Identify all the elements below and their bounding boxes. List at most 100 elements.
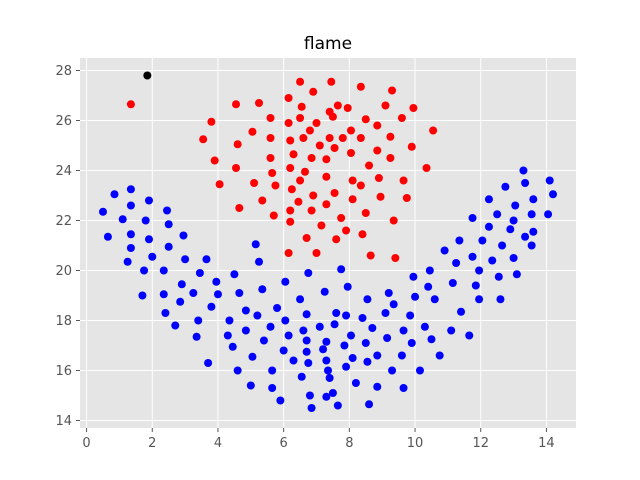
- scatter-point: [399, 326, 408, 335]
- scatter-point: [320, 287, 329, 296]
- scatter-point: [346, 331, 355, 340]
- y-tick-label: 28: [55, 64, 72, 79]
- scatter-point: [325, 374, 334, 382]
- scatter-point: [468, 252, 477, 261]
- scatter-point: [544, 210, 553, 219]
- scatter-point: [411, 292, 420, 301]
- scatter-point: [365, 161, 374, 170]
- scatter-point: [465, 331, 474, 340]
- scatter-point: [268, 384, 277, 392]
- y-tick-label: 22: [55, 214, 72, 229]
- scatter-point: [123, 257, 132, 266]
- scatter-point: [511, 201, 520, 210]
- scatter-point: [427, 335, 436, 344]
- scatter-point: [189, 289, 198, 297]
- scatter-point: [286, 164, 295, 172]
- scatter-point: [315, 141, 324, 150]
- scatter-point: [207, 302, 216, 311]
- scatter-point: [276, 396, 285, 405]
- data-points: [98, 71, 558, 412]
- scatter-point: [273, 304, 282, 312]
- scatter-point: [207, 117, 216, 126]
- scatter-point: [425, 266, 434, 275]
- scatter-point: [322, 337, 331, 346]
- scatter-point: [258, 285, 267, 294]
- scatter-point: [309, 191, 318, 200]
- scatter-point: [307, 404, 316, 412]
- scatter-point: [494, 272, 503, 281]
- scatter-point: [545, 176, 554, 185]
- scatter-point: [251, 240, 260, 249]
- x-axis: 0 2 4 6 8 10 12 14: [82, 428, 555, 451]
- scatter-point: [384, 289, 393, 297]
- scatter-point: [496, 295, 505, 304]
- scatter-point: [332, 309, 341, 317]
- y-tick-label: 24: [55, 164, 72, 179]
- x-tick-label: 10: [407, 436, 424, 451]
- scatter-point: [163, 206, 172, 215]
- scatter-point: [266, 154, 275, 162]
- scatter-point: [140, 266, 149, 275]
- scatter-point: [407, 142, 416, 151]
- scatter-point: [271, 181, 280, 190]
- scatter-point: [297, 102, 306, 111]
- scatter-point: [126, 244, 135, 252]
- scatter-point: [527, 210, 536, 219]
- y-tick-label: 16: [55, 364, 72, 379]
- scatter-point: [213, 290, 222, 299]
- scatter-point: [356, 82, 365, 91]
- scatter-point: [373, 121, 382, 130]
- scatter-point: [322, 392, 331, 401]
- scatter-point: [322, 200, 331, 209]
- scatter-point: [248, 127, 257, 136]
- scatter-point: [346, 126, 355, 135]
- scatter-point: [330, 320, 339, 329]
- scatter-point: [138, 291, 147, 300]
- scatter-point: [399, 384, 408, 392]
- scatter-point: [103, 232, 112, 241]
- scatter-point: [409, 104, 418, 112]
- scatter-point: [299, 326, 308, 335]
- scatter-point: [322, 356, 331, 365]
- scatter-point: [296, 114, 305, 122]
- scatter-point: [210, 156, 219, 165]
- scatter-point: [304, 359, 313, 367]
- scatter-point: [415, 366, 424, 375]
- scatter-point: [281, 277, 290, 286]
- scatter-point: [406, 311, 415, 320]
- scatter-point: [195, 269, 204, 277]
- scatter-point: [333, 401, 342, 410]
- y-tick-label: 26: [55, 114, 72, 129]
- scatter-point: [348, 354, 357, 362]
- scatter-point: [332, 235, 341, 244]
- scatter-point: [143, 71, 152, 80]
- scatter-point: [330, 144, 339, 152]
- scatter-point: [381, 101, 390, 110]
- scatter-point: [342, 311, 351, 320]
- scatter-point: [356, 134, 365, 142]
- scatter-point: [342, 226, 351, 235]
- x-tick-label: 14: [538, 436, 555, 451]
- scatter-point: [356, 181, 365, 190]
- scatter-point: [268, 169, 277, 177]
- scatter-point: [286, 206, 295, 215]
- scatter-point: [327, 77, 336, 86]
- x-tick-label: 8: [345, 436, 353, 451]
- scatter-point: [202, 255, 211, 264]
- scatter-point: [509, 216, 518, 225]
- x-tick-label: 2: [148, 436, 156, 451]
- scatter-point: [259, 336, 268, 345]
- scatter-point: [363, 357, 372, 366]
- scatter-point: [455, 236, 464, 245]
- scatter-point: [246, 381, 255, 390]
- scatter-point: [346, 149, 355, 157]
- scatter-point: [322, 155, 331, 164]
- scatter-point: [368, 324, 377, 332]
- scatter-point: [361, 339, 370, 347]
- scatter-point: [176, 297, 185, 306]
- scatter-point: [144, 196, 153, 205]
- scatter-point: [194, 316, 203, 325]
- scatter-point: [388, 86, 397, 95]
- scatter-point: [343, 282, 352, 291]
- scatter-point: [498, 241, 507, 250]
